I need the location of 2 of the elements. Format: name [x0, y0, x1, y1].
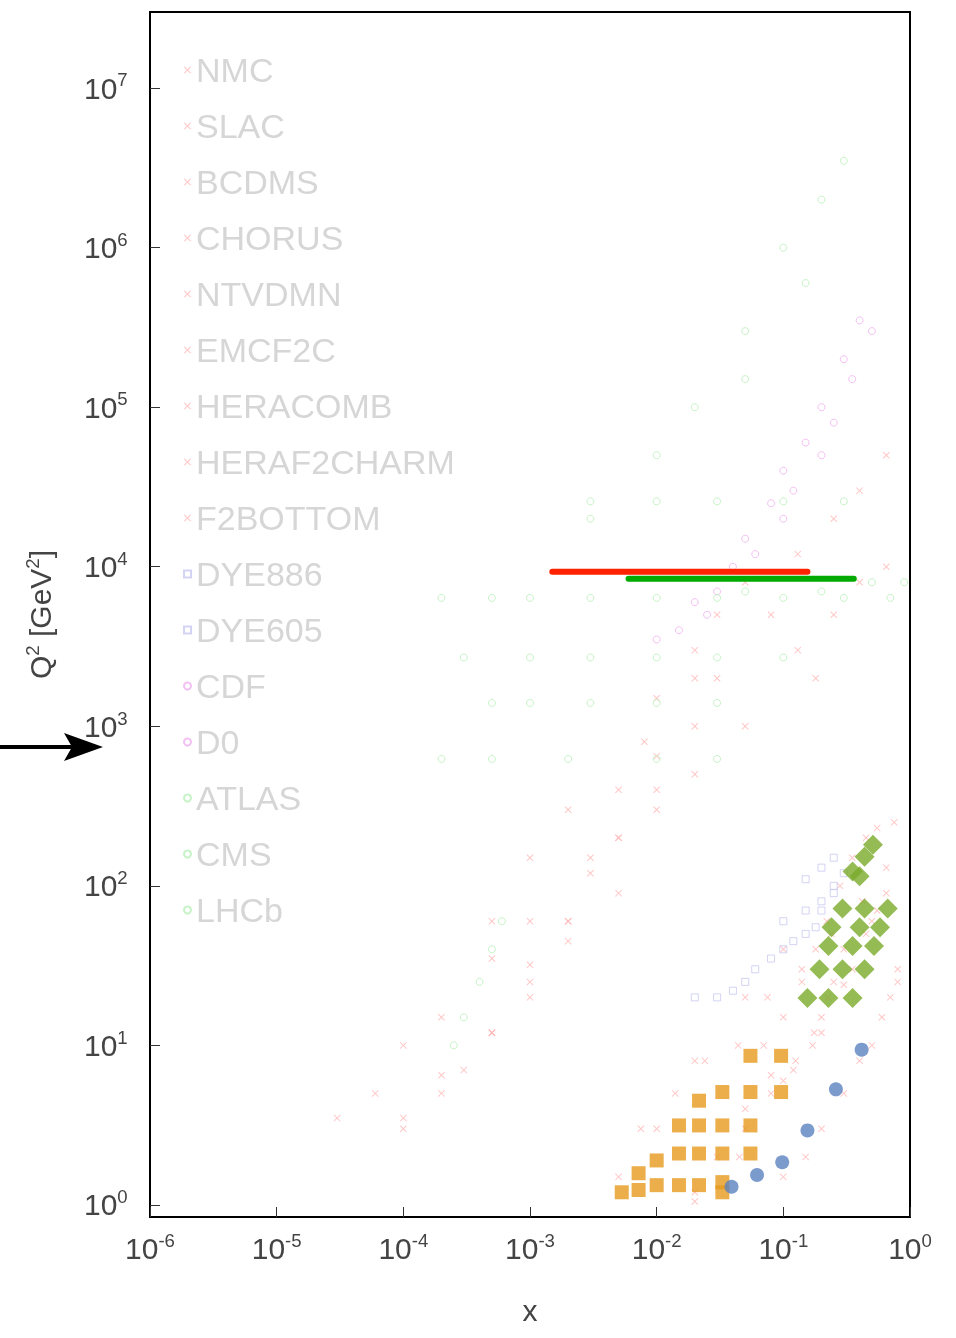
- x-axis-title: x: [522, 1293, 538, 1327]
- y-axis-title: Q2 [GeV2]: [21, 549, 57, 680]
